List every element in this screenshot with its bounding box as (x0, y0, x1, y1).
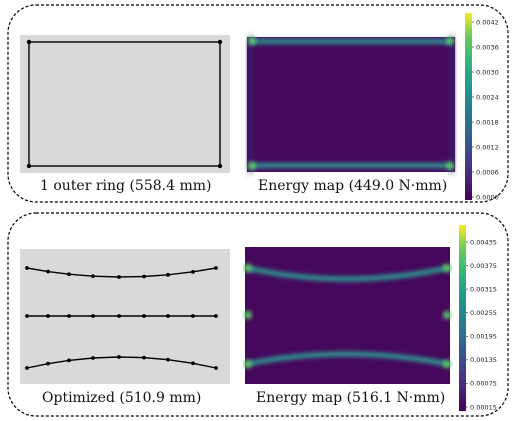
rod-node (214, 314, 218, 318)
colorbar-tick-label: 0.0018 (476, 118, 499, 126)
panel-2-energy-map (244, 247, 451, 384)
rod-node (191, 269, 195, 274)
colorbar-tick-label: 0.0012 (476, 143, 499, 151)
rod-node (117, 275, 121, 279)
panel-1-energy-map (247, 37, 455, 172)
colorbar-tick-label: 0.0030 (476, 68, 499, 76)
panel-1-shape-caption: 1 outer ring (558.4 mm) (40, 178, 212, 194)
colorbar-tick-label: 0.00375 (470, 262, 497, 270)
colorbar-tick-label: 0.00075 (470, 380, 497, 388)
rod-node (117, 314, 121, 318)
rod-node (214, 266, 218, 270)
colorbar-tick-label: 0.0024 (476, 93, 499, 101)
rod-node (25, 314, 29, 318)
rod-node (25, 266, 29, 270)
rod-node (142, 274, 146, 279)
rod-node (191, 314, 195, 318)
rod-node (166, 314, 170, 318)
colorbar-tick-label: 0.00315 (470, 285, 497, 293)
rod-node (46, 361, 50, 366)
rod-node (191, 361, 195, 366)
rod-node (117, 355, 121, 359)
rod-node (67, 272, 71, 277)
panel-1-energy-caption: Energy map (449.0 N·mm) (258, 178, 448, 194)
rod-node (67, 358, 71, 363)
rod-node (214, 366, 218, 370)
panel-2-shape-caption: Optimized (510.9 mm) (42, 390, 202, 406)
colorbar-tick-label: 0.0000 (476, 193, 499, 201)
rod-node (67, 314, 71, 318)
ring-node (217, 39, 223, 45)
rod-node (166, 357, 170, 362)
rod-node (91, 314, 95, 318)
colorbar-tick-label: 0.0042 (476, 18, 499, 26)
rod-node (91, 356, 95, 360)
rod-node (166, 272, 170, 277)
colorbar-tick-label: 0.00135 (470, 356, 497, 364)
ring-node (26, 39, 32, 45)
colorbar-tick-label: 0.00435 (470, 238, 497, 246)
panel-1-colorbar: 0.0042 0.0036 0.0030 0.0024 0.0018 0.0012 0.00… (465, 13, 499, 201)
rod-node (46, 314, 50, 318)
colorbar-tick-label: 0.00015 (470, 403, 497, 411)
panel-1-frame (7, 4, 509, 203)
rod-node (25, 366, 29, 370)
colorbar-tick-label: 0.00255 (470, 309, 497, 317)
ring-node (217, 163, 223, 169)
ring-node (26, 163, 32, 169)
rod-node (46, 269, 50, 274)
panel-2-frame (7, 212, 509, 417)
rod-node (91, 274, 95, 279)
panel-2-colorbar: 0.00435 0.00375 0.00315 0.00255 0.00195 0.001… (459, 225, 497, 411)
colorbar-tick-label: 0.00195 (470, 333, 497, 341)
rod-node (142, 355, 146, 360)
panel-2-energy-caption: Energy map (516.1 N·mm) (256, 390, 446, 406)
optimized-rods (25, 266, 218, 370)
rod-node (142, 314, 146, 318)
colorbar-tick-label: 0.0036 (476, 43, 499, 51)
outer-ring-polygon (26, 39, 223, 169)
colorbar-tick-label: 0.0006 (476, 168, 499, 176)
panel-1-shape-canvas (20, 35, 230, 173)
